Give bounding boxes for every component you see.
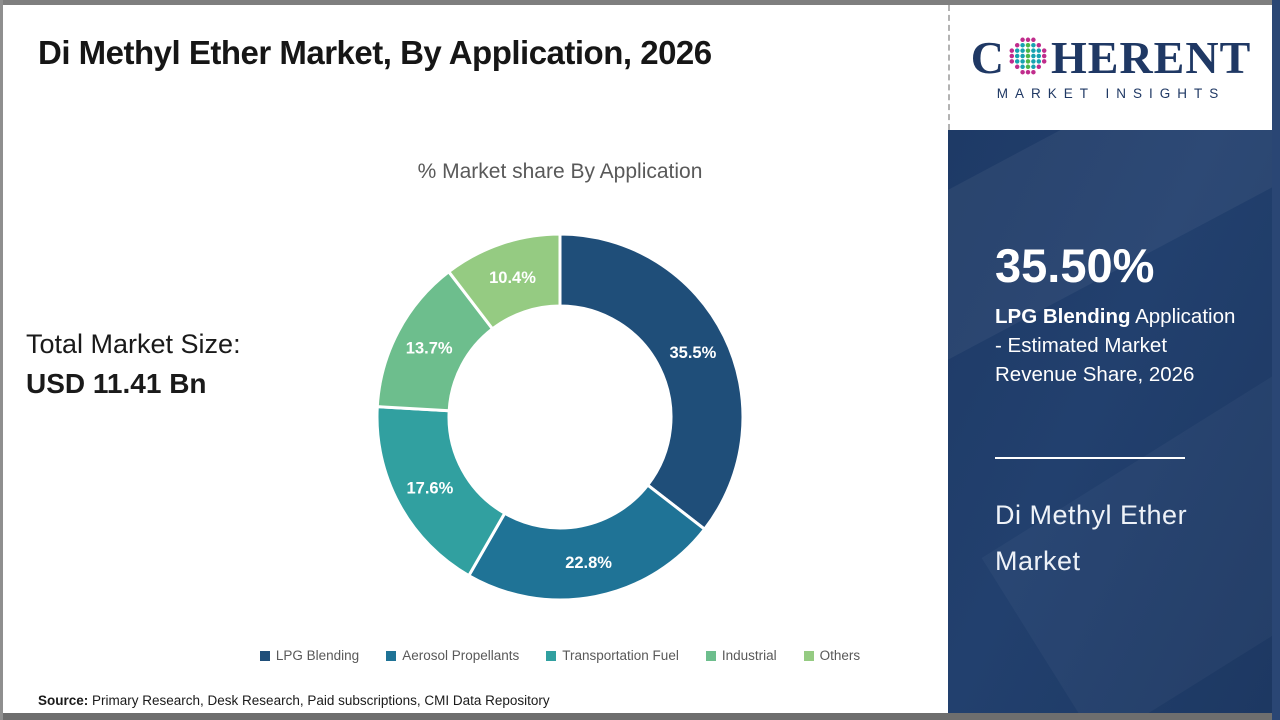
sidebar-panel: 35.50% LPG Blending Application - Estima… [948, 130, 1272, 713]
frame-left-strip [0, 0, 3, 720]
source-line: Source: Primary Research, Desk Research,… [38, 693, 550, 708]
legend-label: Aerosol Propellants [402, 648, 520, 663]
company-logo: C HERENT MARKET INSIGHTS [948, 5, 1272, 130]
globe-dots-icon [1009, 37, 1047, 74]
chart-legend: LPG Blending Aerosol Propellants Transport… [170, 648, 950, 663]
frame-bottom-strip [0, 713, 1280, 720]
slice-others [447, 232, 562, 331]
highlight-stat: 35.50% [995, 239, 1155, 292]
frame-top-strip [0, 0, 1280, 5]
highlight-stat-description: LPG Blending Application - Estimated Mar… [995, 302, 1247, 389]
sidebar-divider [995, 457, 1185, 459]
slice-label: 22.8% [565, 554, 612, 572]
legend-swatch [705, 650, 716, 661]
legend-label: Others [819, 648, 861, 663]
logo-letters-rest: HERENT [1050, 31, 1252, 83]
legend-item-transportation-fuel: Transportation Fuel [546, 648, 679, 663]
total-market-size: Total Market Size: USD 11.41 Bn [26, 324, 241, 404]
legend-item-aerosol-propellants: Aerosol Propellants [386, 648, 519, 663]
slice-aerosol-propellants [467, 483, 707, 602]
market-name: Di Methyl Ether Market [995, 500, 1188, 576]
page-title: Di Methyl Ether Market, By Application, … [38, 34, 712, 71]
frame-right-strip [1272, 0, 1280, 720]
total-market-label: Total Market Size: [26, 329, 241, 359]
stat-segment-name: LPG Blending [995, 305, 1131, 328]
source-text: Primary Research, Desk Research, Paid su… [88, 693, 550, 708]
slice-label: 17.6% [407, 480, 454, 498]
total-market-value: USD 11.41 Bn [26, 368, 207, 399]
legend-label: Transportation Fuel [562, 648, 679, 663]
logo-wordmark: C HERENT [970, 31, 1252, 83]
legend-label: LPG Blending [275, 648, 360, 663]
logo-subtext: MARKET INSIGHTS [996, 85, 1226, 101]
legend-item-lpg-blending: LPG Blending [259, 648, 360, 663]
stat-description-rest: Application - Estimated Market Revenue S… [995, 305, 1236, 386]
legend-swatch [546, 650, 557, 661]
slice-label: 13.7% [406, 340, 453, 358]
chart-title: % Market share By Application [417, 160, 703, 183]
slice-label: 35.5% [670, 344, 717, 362]
legend-item-others: Others [803, 648, 861, 663]
logo-letter-c: C [970, 31, 1005, 83]
slice-label: 10.4% [489, 269, 536, 287]
legend-label: Industrial [721, 648, 777, 663]
slice-lpg-blending [558, 232, 745, 531]
legend-item-industrial: Industrial [705, 648, 777, 663]
source-label: Source: [38, 693, 89, 708]
legend-swatch [386, 650, 397, 661]
legend-swatch [259, 650, 270, 661]
donut-chart: 35.5% 22.8% 17.6% 13.7% 10.4% [375, 232, 745, 602]
legend-swatch [803, 650, 814, 661]
